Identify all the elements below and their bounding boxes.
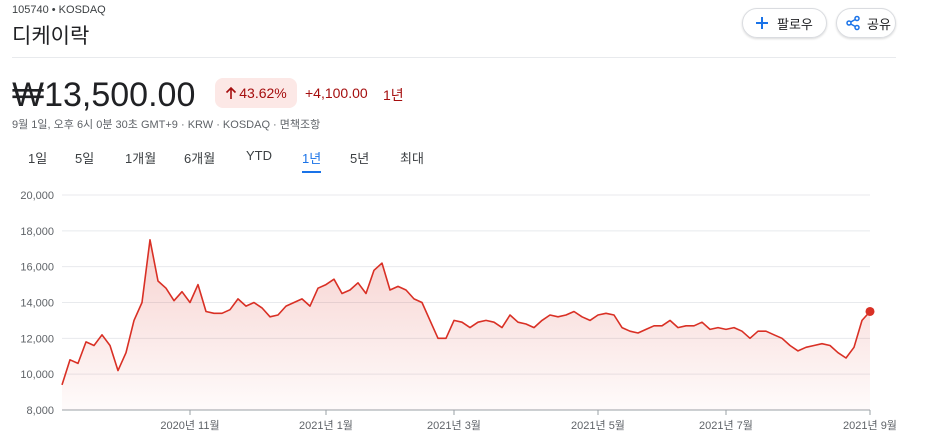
change-pill: 43.62% <box>215 78 297 108</box>
plus-icon <box>756 17 768 29</box>
range-tab[interactable]: 6개월 <box>184 151 216 166</box>
share-button[interactable]: 공유 <box>836 8 896 38</box>
x-tick-label: 2021년 7월 <box>699 419 753 432</box>
price-area <box>62 239 870 410</box>
chart: 8,000 10,000 12,000 14,000 16,000 18,000 20,00… <box>20 190 897 432</box>
x-tick-label: 2020년 11월 <box>160 419 219 432</box>
range-tab[interactable]: 5년 <box>350 151 370 166</box>
quote-meta: 9월 1일, 오후 6시 0분 30초 GMT+9 · KRW · KOSDAQ… <box>12 119 321 131</box>
range-tab[interactable]: YTD <box>246 148 272 163</box>
range-tab[interactable]: 최대 <box>400 151 424 166</box>
ticker: 105740 • KOSDAQ <box>12 4 106 16</box>
y-tick-label: 20,000 <box>20 190 54 202</box>
follow-label: 팔로우 <box>777 16 813 32</box>
y-tick-label: 12,000 <box>20 333 54 345</box>
price-line <box>61 239 871 386</box>
y-tick-label: 14,000 <box>20 298 54 310</box>
y-tick-label: 10,000 <box>20 369 54 381</box>
divider <box>12 57 896 58</box>
x-tick-label: 2021년 1월 <box>299 419 353 432</box>
up-arrow <box>226 86 237 99</box>
range-tab[interactable]: 5일 <box>75 151 95 166</box>
price: ₩13,500.00 <box>12 76 196 114</box>
change-period: 1년 <box>383 87 404 103</box>
company-name: 디케이락 <box>12 25 90 48</box>
x-tick-label: 2021년 9월 <box>843 419 897 432</box>
y-tick-label: 8,000 <box>26 405 54 417</box>
y-tick-label: 18,000 <box>20 226 54 238</box>
share-icon <box>846 15 860 31</box>
range-tab[interactable]: 1일 <box>28 151 48 166</box>
y-tick-label: 16,000 <box>20 262 54 274</box>
range-tab[interactable]: 1개월 <box>125 151 157 166</box>
share-label: 공유 <box>867 16 891 32</box>
follow-button[interactable]: 팔로우 <box>742 8 827 38</box>
x-tick-label: 2021년 3월 <box>427 419 481 432</box>
change-percent: 43.62% <box>239 85 287 101</box>
x-tick-label: 2021년 5월 <box>571 419 625 432</box>
change-amount: +4,100.00 <box>305 85 368 101</box>
range-tab[interactable]: 1년 <box>302 148 322 173</box>
last-point <box>865 306 875 316</box>
